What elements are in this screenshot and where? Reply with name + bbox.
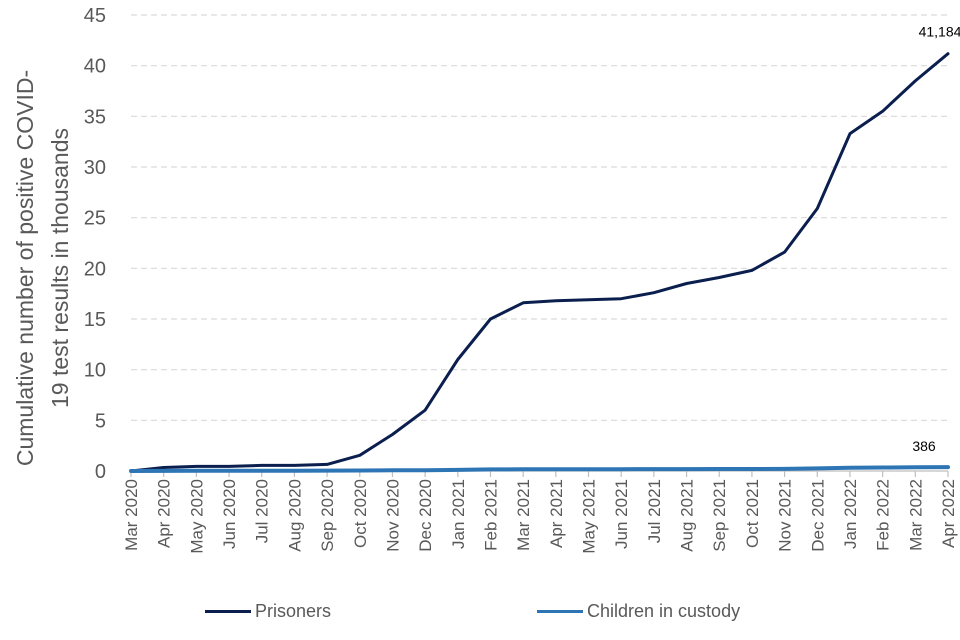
y-tick-label: 15 [84,309,106,331]
x-tick-label: Jun 2020 [220,479,239,549]
x-tick-label: Apr 2020 [155,479,174,548]
y-tick-label: 20 [84,258,106,280]
x-tick-label: Aug 2020 [285,479,304,552]
y-axis-ticks: 0 5 10 15 20 25 30 35 40 45 [84,5,106,483]
x-tick-label: Dec 2020 [416,479,435,552]
x-axis-ticks: Mar 2020 Apr 2020 May 2020 Jun 2020 Jul 2020… [122,471,958,554]
x-tick-label: Sep 2020 [318,479,337,552]
legend-label-prisoners: Prisoners [255,601,332,621]
x-tick-label: Mar 2020 [122,479,141,551]
x-tick-label: Apr 2021 [547,479,566,548]
x-tick-label: Mar 2021 [514,479,533,551]
legend-item-prisoners: Prisoners [205,601,331,622]
y-tick-label: 25 [84,208,106,230]
y-tick-label: 30 [84,157,106,179]
data-label-prisoners: 41,184 [919,24,960,40]
series-line-prisoners [129,52,950,473]
x-tick-label: May 2021 [580,479,599,554]
x-tick-label: Aug 2021 [678,479,697,552]
x-tick-label: Mar 2022 [906,479,925,551]
x-tick-label: Sep 2021 [710,479,729,552]
x-tick-label: Oct 2020 [351,479,370,548]
y-axis-label-line-2: 19 test results in thousands [47,128,73,408]
y-tick-label: 35 [84,106,106,128]
x-tick-label: Feb 2022 [874,479,893,551]
gridlines [131,14,948,421]
series-lines [129,52,950,473]
x-tick-label: May 2020 [187,479,206,554]
x-tick-label: Jul 2021 [645,479,664,543]
x-tick-label: Nov 2021 [776,479,795,552]
data-label-children: 386 [912,438,936,454]
x-tick-label: Dec 2021 [808,479,827,552]
x-tick-label: Jun 2021 [612,479,631,549]
series-line-children-in-custody [129,465,950,473]
legend-swatch-prisoners [205,610,251,613]
x-tick-label: Feb 2021 [481,479,500,551]
x-tick-label: Jul 2020 [253,479,272,543]
y-tick-label: 40 [84,56,106,78]
y-tick-label: 45 [84,5,106,27]
legend-item-children: Children in custody [537,601,740,622]
y-tick-label: 0 [95,461,106,483]
y-tick-label: 5 [95,410,106,432]
x-tick-label: Jan 2021 [449,479,468,549]
x-tick-label: Nov 2020 [383,479,402,552]
y-tick-label: 10 [84,360,106,382]
data-labels: 41,184 386 [912,24,960,454]
legend-swatch-children [537,610,583,613]
x-tick-label: Jan 2022 [841,479,860,549]
y-axis-label-line-1: Cumulative number of positive COVID- [12,70,38,466]
legend-label-children: Children in custody [587,601,741,621]
x-tick-label: Oct 2021 [743,479,762,548]
x-tick-label: Apr 2022 [939,479,958,548]
